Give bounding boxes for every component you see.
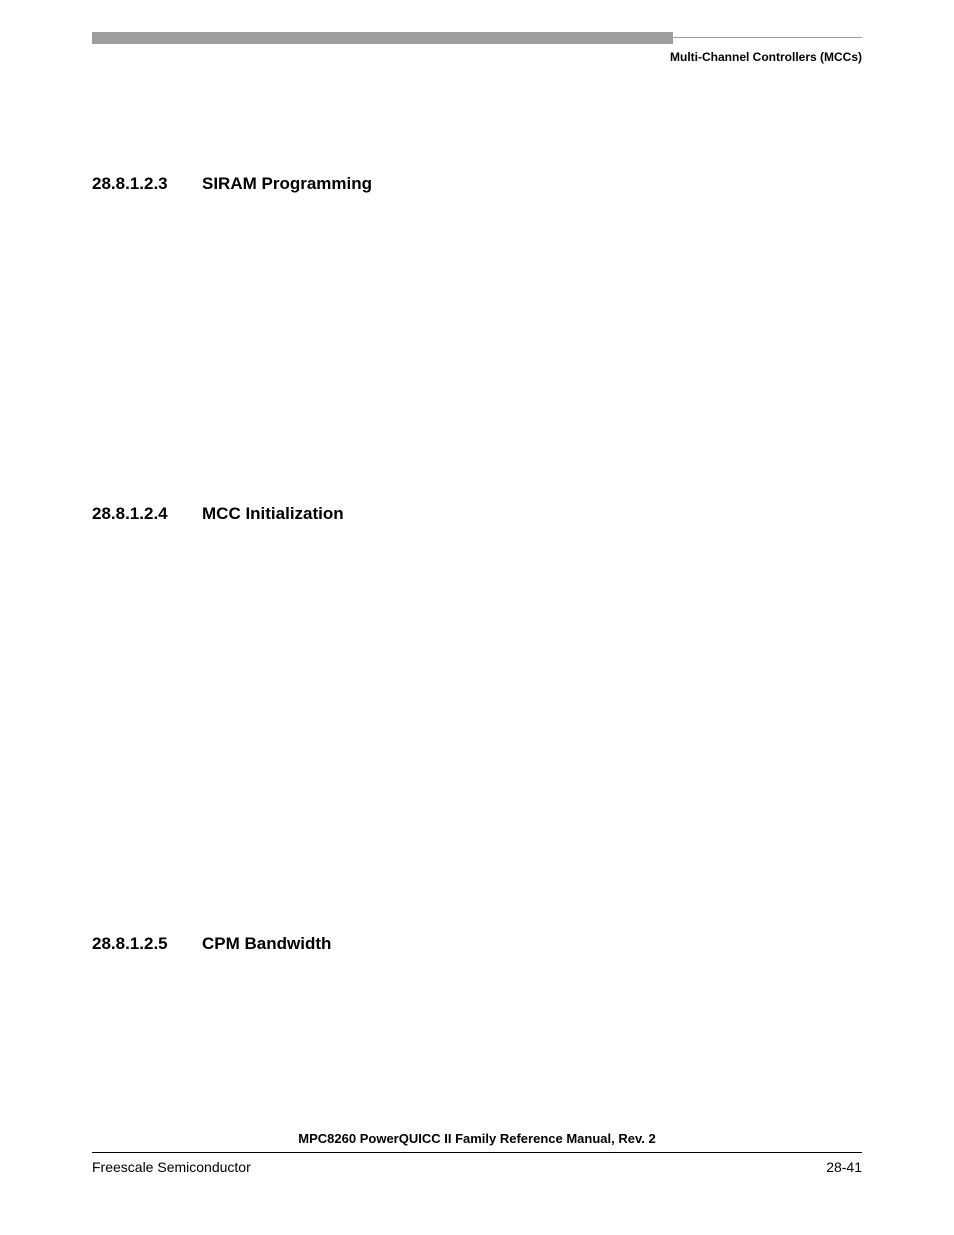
footer-manual-title: MPC8260 PowerQUICC II Family Reference M… [92,1131,862,1146]
running-header: Multi-Channel Controllers (MCCs) [92,50,862,64]
footer-rule [92,1152,862,1153]
section-heading: 28.8.1.2.4 MCC Initialization [92,504,862,524]
section-number: 28.8.1.2.5 [92,934,202,954]
section-number: 28.8.1.2.3 [92,174,202,194]
section-body-placeholder [92,194,862,504]
page: Multi-Channel Controllers (MCCs) 28.8.1.… [0,0,954,1235]
section-title: MCC Initialization [202,504,344,524]
page-content: 28.8.1.2.3 SIRAM Programming 28.8.1.2.4 … [92,64,862,954]
section-body-placeholder [92,524,862,934]
footer-row: Freescale Semiconductor 28-41 [92,1159,862,1175]
footer-page-number: 28-41 [826,1159,862,1175]
section-title: SIRAM Programming [202,174,372,194]
footer-company: Freescale Semiconductor [92,1159,251,1175]
page-footer: MPC8260 PowerQUICC II Family Reference M… [92,1131,862,1175]
section-heading: 28.8.1.2.3 SIRAM Programming [92,174,862,194]
section-number: 28.8.1.2.4 [92,504,202,524]
header-bar [92,32,673,44]
section-heading: 28.8.1.2.5 CPM Bandwidth [92,934,862,954]
section-title: CPM Bandwidth [202,934,331,954]
header-rule [92,32,862,44]
